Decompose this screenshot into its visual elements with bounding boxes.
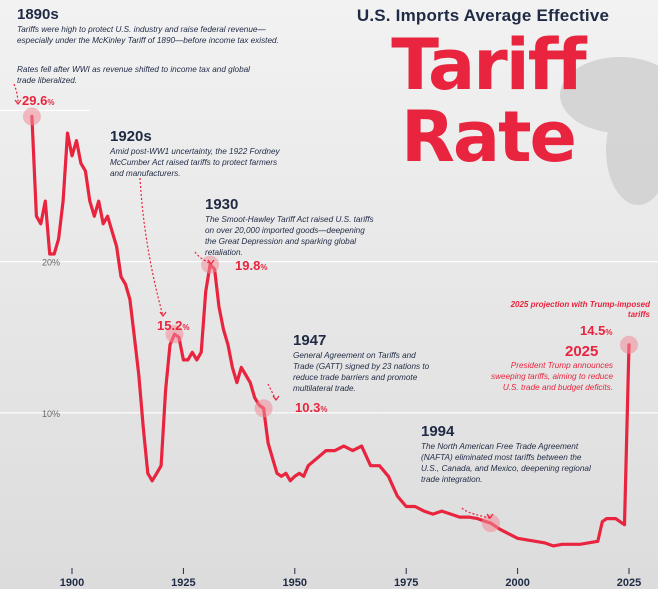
data-label-1943: 10.3% (295, 400, 328, 415)
annotation-1994-era: 1994 (421, 423, 455, 440)
projection-label: 2025 projection with Trump-imposed tarif… (510, 300, 650, 319)
annotation-arrowhead (486, 513, 494, 519)
trump-silhouette-icon (560, 57, 658, 205)
annotation-1890s-note2: Rates fell after WWI as revenue shifted … (17, 65, 251, 85)
x-axis: 1900 1925 1950 1975 2000 2025 (60, 568, 641, 589)
y-tick-label: 10% (42, 409, 60, 419)
annotation-2025-note: President Trump announces sweeping tarif… (491, 361, 613, 392)
annotation-1920s-era: 1920s (110, 128, 152, 145)
annotation-1890s-era: 1890s (17, 6, 59, 23)
annotation-arrowhead (14, 99, 22, 105)
y-tick-label: 20% (42, 258, 60, 268)
annotation-arrowhead (159, 311, 167, 317)
x-tick-label: 1950 (283, 577, 307, 589)
annotation-1930-era: 1930 (205, 196, 239, 213)
chart-title-line2: Rate (400, 96, 577, 178)
x-tick-label: 2025 (617, 577, 641, 589)
series-line (30, 114, 631, 548)
highlight-markers (22, 107, 638, 533)
annotation-1920s-note: Amid post-WW1 uncertainty, the 1922 Ford… (110, 147, 280, 178)
highlight-marker-1994 (481, 514, 500, 533)
annotation-1930-note: The Smoot-Hawley Tariff Act raised U.S. … (205, 215, 374, 257)
highlight-marker-1931 (201, 255, 220, 274)
annotation-arrow (194, 251, 212, 265)
data-label-1931: 19.8% (235, 258, 268, 273)
annotation-arrow (461, 507, 491, 519)
chart-subtitle: U.S. Imports Average Effective (356, 6, 610, 25)
annotation-1947-era: 1947 (293, 332, 327, 349)
data-label-1923: 15.2% (157, 318, 190, 333)
x-tick-label: 1925 (171, 577, 195, 589)
annotation-arrows (13, 83, 494, 519)
highlight-marker-1923 (165, 325, 184, 344)
annotation-1890s-note: Tariffs were high to protect U.S. indust… (17, 25, 279, 45)
annotation-arrowhead (272, 395, 280, 401)
chart-title-line1: Tariff (391, 24, 586, 106)
annotation-1994-note: The North American Free Trade Agreement … (421, 442, 591, 484)
highlight-marker-1943 (254, 399, 273, 418)
highlight-marker-1891 (22, 107, 41, 126)
annotation-2025-era: 2025 (565, 343, 599, 360)
annotation-arrow (13, 83, 19, 105)
grid-lines: 20% 10% (0, 109, 658, 419)
x-tick-label: 2000 (505, 577, 529, 589)
data-label-2025: 14.5% (580, 323, 613, 338)
x-tick-label: 1900 (60, 577, 84, 589)
data-label-1891: 29.6% (22, 93, 55, 108)
annotation-1947-note: General Agreement on Tariffs and Trade (… (293, 351, 430, 393)
annotation-arrowhead (207, 259, 215, 265)
highlight-marker-2025 (620, 335, 638, 354)
x-tick-label: 1975 (394, 577, 418, 589)
annotation-arrow (139, 177, 164, 317)
